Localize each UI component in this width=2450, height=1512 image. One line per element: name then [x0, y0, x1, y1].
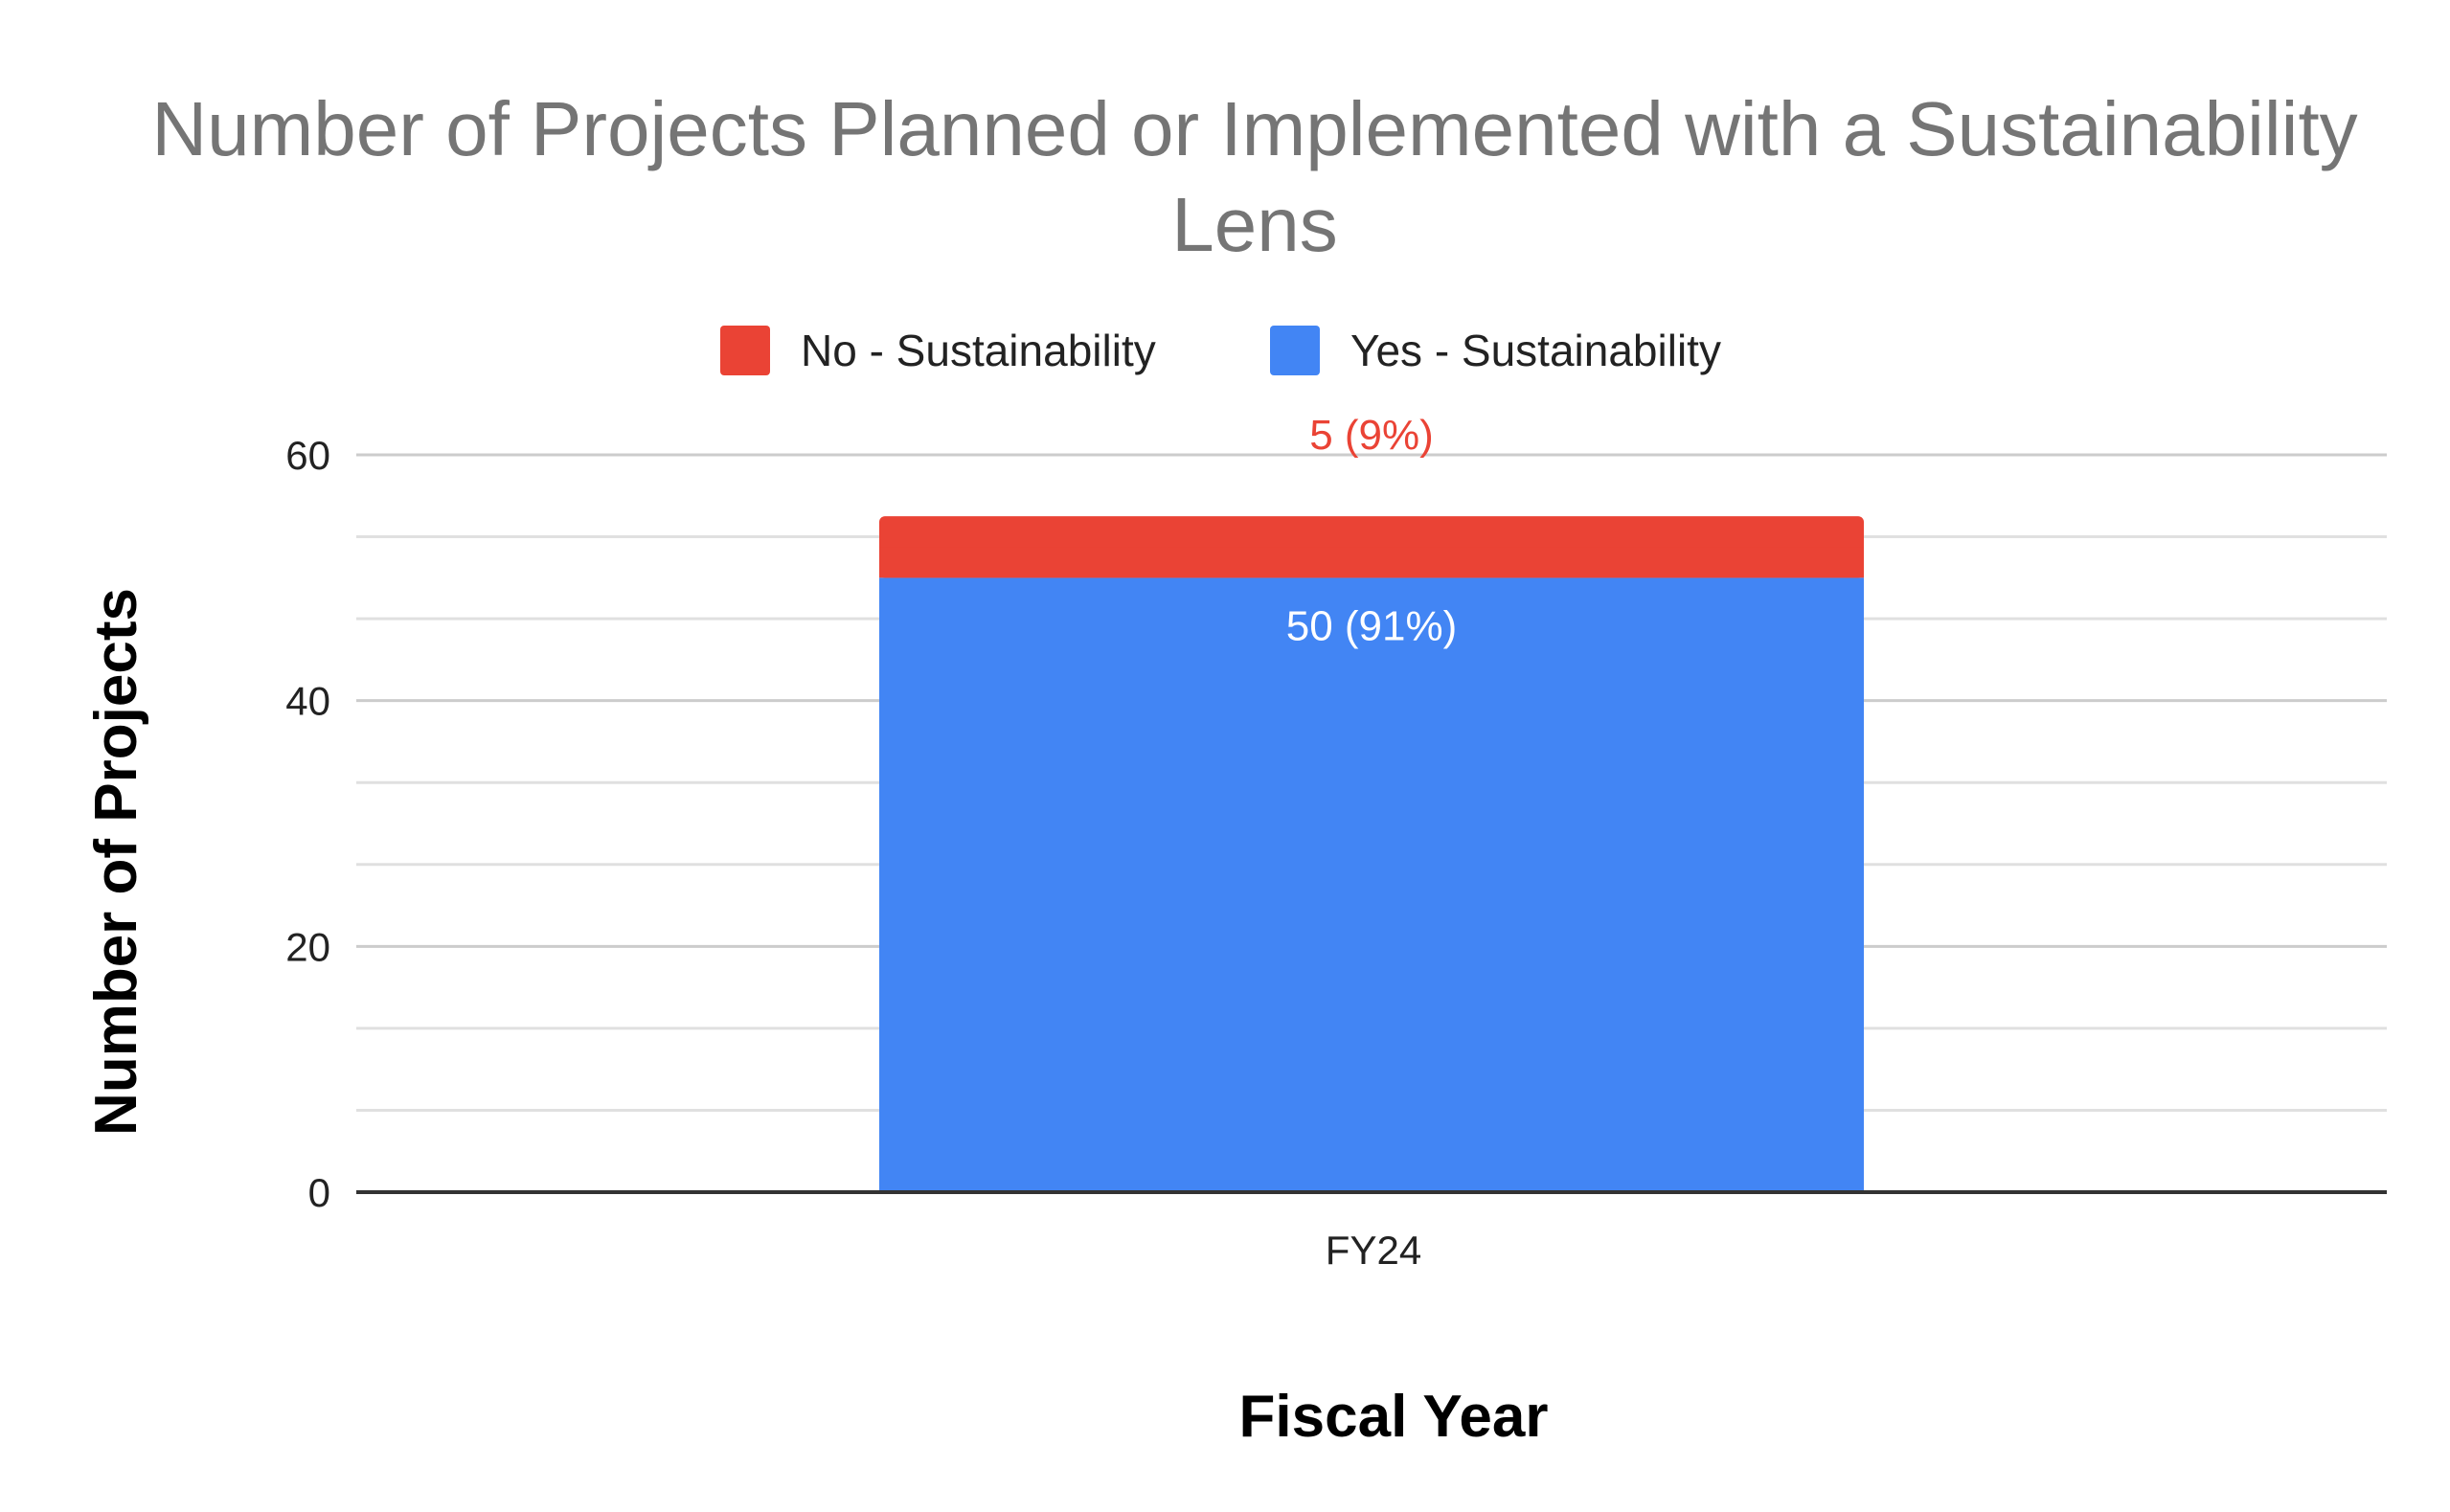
- data-label: 5 (9%): [1309, 412, 1434, 459]
- bar-segment-yes-sustainability: [879, 577, 1864, 1192]
- y-tick-label: 0: [308, 1170, 330, 1215]
- x-tick-label: FY24: [1326, 1228, 1421, 1273]
- x-axis-ticks: FY24: [1326, 1228, 1421, 1273]
- y-axis-title: Number of Projects: [83, 588, 149, 1136]
- bar-segment-fill: [879, 547, 1864, 578]
- bars: 50 (91%) 5 (9%): [879, 412, 1864, 1192]
- legend-label-yes-sustainability: Yes - Sustainability: [1350, 326, 1721, 375]
- y-tick-label: 20: [285, 924, 330, 969]
- legend-swatch-yes-sustainability: [1270, 326, 1320, 375]
- y-tick-label: 40: [285, 679, 330, 724]
- chart-title-line-2: Lens: [1171, 182, 1337, 267]
- y-axis-ticks: 0 20 40 60: [285, 433, 330, 1215]
- legend: No - Sustainability Yes - Sustainability: [720, 326, 1721, 375]
- y-tick-label: 60: [285, 433, 330, 478]
- chart-title-line-1: Number of Projects Planned or Implemente…: [151, 86, 2357, 171]
- x-axis-title: Fiscal Year: [1239, 1384, 1549, 1450]
- data-label: 50 (91%): [1286, 602, 1458, 649]
- legend-swatch-no-sustainability: [720, 326, 770, 375]
- legend-label-no-sustainability: No - Sustainability: [801, 326, 1156, 375]
